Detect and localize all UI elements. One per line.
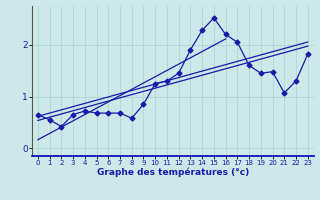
X-axis label: Graphe des températures (°c): Graphe des températures (°c) — [97, 168, 249, 177]
